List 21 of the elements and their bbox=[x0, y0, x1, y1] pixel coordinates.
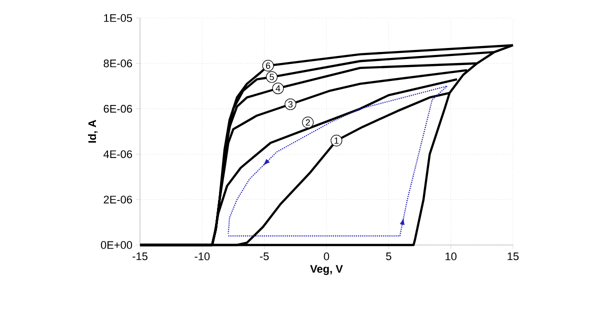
y-tick-label: 2E-06 bbox=[104, 196, 132, 204]
x-tick-label: 0 bbox=[324, 252, 330, 260]
x-tick-label: -15 bbox=[132, 252, 148, 260]
x-tick-label: 5 bbox=[386, 252, 392, 260]
y-tick-label: 1E-05 bbox=[104, 14, 132, 22]
x-tick-label: 10 bbox=[446, 252, 456, 260]
y-tick-label: 8E-06 bbox=[104, 60, 132, 68]
annotation: 3 bbox=[288, 101, 293, 108]
x-tick-label: -5 bbox=[260, 252, 269, 260]
y-tick-label: 4E-06 bbox=[104, 150, 132, 158]
annotation: 6 bbox=[266, 62, 270, 69]
annotation: 4 bbox=[276, 85, 280, 92]
annotation: 5 bbox=[270, 74, 274, 80]
x-axis-title: Veg, V bbox=[310, 265, 343, 275]
annotation: 2 bbox=[306, 119, 310, 126]
x-tick-label: 15 bbox=[508, 252, 519, 260]
y-axis-title: Id, A bbox=[88, 120, 98, 143]
y-tick-label: 6E-06 bbox=[104, 104, 132, 113]
x-tick-label: -10 bbox=[194, 252, 210, 260]
annotation: 1 bbox=[334, 137, 339, 144]
y-tick-label: 0E+00 bbox=[100, 241, 132, 249]
